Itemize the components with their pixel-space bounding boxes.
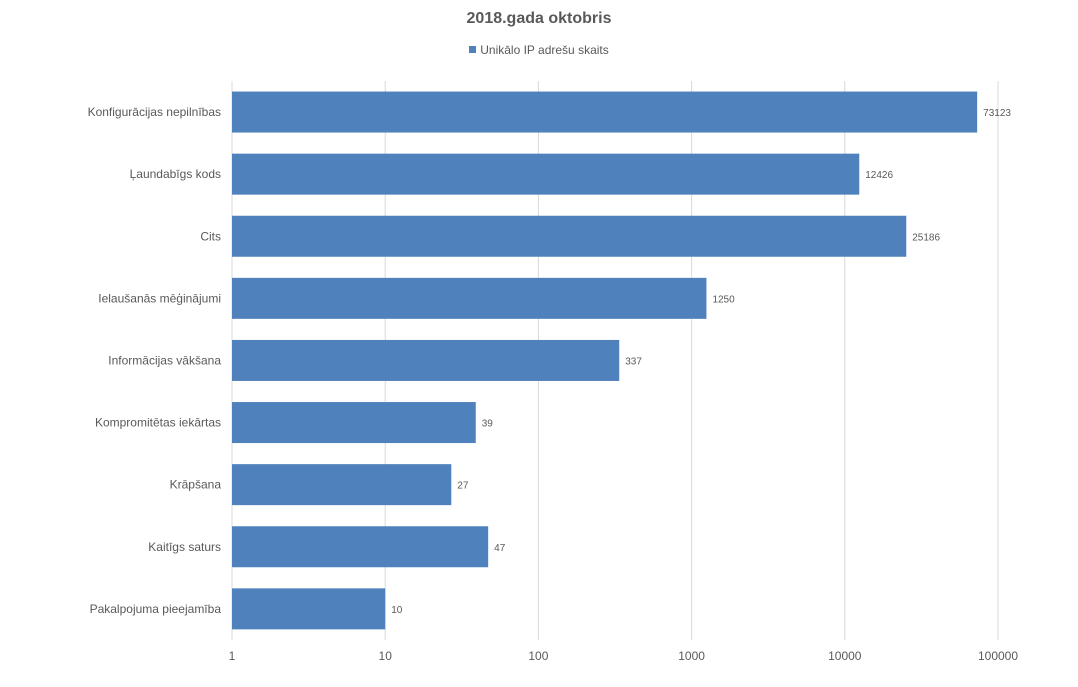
bar: [232, 277, 707, 319]
bar: [232, 153, 860, 195]
legend: Unikālo IP adrešu skaits: [0, 43, 1078, 57]
data-label: 10: [391, 605, 403, 616]
bar: [232, 526, 489, 568]
category-label: Konfigurācijas nepilnības: [88, 105, 221, 119]
x-tick-label: 10: [379, 649, 393, 663]
legend-swatch: [469, 46, 477, 53]
category-label: Ielaušanās mēģinājumi: [98, 291, 221, 305]
data-label: 47: [494, 543, 506, 554]
x-tick-label: 1000: [678, 649, 705, 663]
x-tick-label: 100000: [978, 649, 1018, 663]
bar: [232, 91, 978, 133]
data-label: 73123: [983, 108, 1011, 119]
legend-label: Unikālo IP adrešu skaits: [480, 43, 609, 57]
data-label: 12426: [865, 170, 893, 181]
x-tick-label: 1: [229, 649, 236, 663]
category-label: Pakalpojuma pieejamība: [90, 602, 222, 616]
data-label: 27: [457, 481, 469, 492]
category-label: Kompromitētas iekārtas: [95, 416, 221, 430]
bar: [232, 215, 907, 257]
bar: [232, 339, 620, 381]
x-tick-label: 100: [528, 649, 548, 663]
data-label: 1250: [712, 294, 735, 305]
data-label: 337: [625, 356, 642, 367]
bar: [232, 402, 476, 444]
data-label: 39: [482, 419, 494, 430]
x-tick-label: 10000: [828, 649, 862, 663]
bar: [232, 464, 452, 506]
category-label: Cits: [200, 229, 221, 243]
chart-title: 2018.gada oktobris: [466, 10, 612, 27]
data-label: 25186: [912, 232, 940, 243]
category-label: Kaitīgs saturs: [148, 540, 221, 554]
category-label: Informācijas vākšana: [108, 353, 221, 367]
bar: [232, 588, 386, 630]
category-label: Krāpšana: [170, 478, 222, 492]
category-label: Ļaundabīgs kods: [130, 167, 221, 181]
